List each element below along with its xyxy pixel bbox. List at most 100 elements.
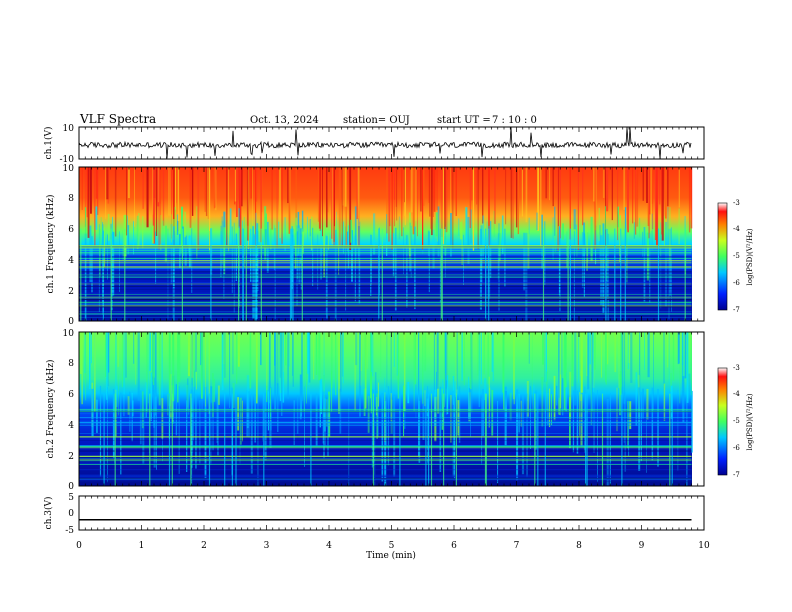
spec-streak — [606, 398, 609, 486]
spec-streak — [579, 392, 580, 436]
spec-streak — [210, 389, 212, 465]
spec-streak — [107, 213, 110, 241]
x-tick-label: 1 — [139, 541, 145, 551]
spec-streak — [458, 386, 461, 443]
spec-streak — [136, 215, 139, 249]
spec-streak — [575, 224, 577, 243]
spec-streak — [255, 167, 258, 202]
spec-streak — [187, 332, 190, 377]
spec-streak — [621, 332, 623, 397]
spec-streak — [212, 373, 214, 418]
start-ut-value: 7 : 10 : 0 — [492, 115, 537, 126]
spec-streak — [277, 383, 279, 432]
spec-sferic — [534, 393, 536, 486]
ch1-ylabel: ch.1(V) — [43, 127, 54, 160]
spec-streak — [510, 167, 513, 238]
spec-streak — [454, 381, 456, 397]
ch1-spec-texture — [79, 167, 693, 321]
spec-sferic — [542, 228, 545, 321]
spec-sferic — [440, 228, 442, 321]
spec-streak — [428, 167, 430, 203]
spec-streak — [437, 206, 440, 257]
spec-streak — [91, 332, 92, 364]
spec-streak — [147, 332, 149, 404]
spec-streak — [229, 208, 232, 241]
spec-sferic — [114, 393, 116, 486]
spec-sferic — [669, 393, 671, 486]
spec-streak — [358, 167, 360, 247]
spec-streak — [155, 392, 157, 416]
spec-sferic — [80, 228, 82, 321]
spec-streak — [261, 167, 263, 213]
spec-streak — [491, 389, 494, 436]
spec-sferic — [567, 228, 569, 321]
spec-streak — [191, 167, 194, 216]
spec-streak — [681, 332, 684, 366]
spec-streak — [436, 371, 437, 400]
spec-streak — [478, 332, 481, 408]
spec-streak — [159, 167, 161, 204]
spec-streak — [426, 398, 429, 417]
spec-streak — [554, 206, 556, 236]
spec-streak — [85, 207, 87, 239]
spec-sferic — [544, 393, 546, 486]
spec-streak — [455, 167, 457, 216]
x-tick-label: 3 — [264, 541, 270, 551]
spec-streak — [94, 167, 96, 247]
spec-sferic — [292, 228, 294, 321]
ch1-spectrogram-panel: 0 2 4 6 8 10 ch.1 Frequency (kHz) -3 -4 … — [45, 164, 754, 327]
ch1-cb-tick-m4: -4 — [733, 225, 740, 233]
spec-sferic — [621, 393, 623, 486]
spec-streak — [186, 400, 188, 472]
spec-streak — [686, 332, 689, 403]
spec-streak — [240, 167, 241, 219]
spec-streak — [647, 332, 650, 378]
ch1-waveform-trace — [78, 126, 692, 159]
spec-streak — [556, 385, 558, 406]
spec-streak — [221, 216, 223, 246]
spec-streak — [342, 221, 344, 254]
spec-streak — [174, 206, 176, 232]
ch1-ytick-2: 2 — [68, 287, 74, 297]
spec-streak — [487, 332, 489, 384]
spec-streak — [84, 167, 86, 227]
spec-streak — [678, 167, 680, 208]
spec-streak — [172, 332, 175, 402]
spec-streak — [558, 332, 560, 401]
spec-streak — [605, 332, 607, 385]
spec-streak — [196, 206, 198, 259]
spec-streak — [105, 167, 107, 219]
spec-streak — [544, 332, 545, 382]
spec-streak — [617, 167, 619, 241]
spec-streak — [279, 332, 281, 378]
spec-streak — [271, 167, 273, 230]
spec-streak — [123, 395, 125, 417]
ch2-freq-ylabel: ch.2 Frequency (kHz) — [45, 360, 56, 459]
spec-streak — [384, 377, 386, 409]
spec-streak — [565, 372, 567, 412]
spec-streak — [593, 167, 596, 202]
spec-streak — [81, 332, 83, 405]
spec-streak — [690, 167, 693, 229]
spec-streak — [663, 383, 666, 421]
spec-streak — [310, 232, 312, 251]
spec-streak — [614, 332, 617, 373]
spec-streak — [154, 332, 157, 398]
spec-streak — [357, 167, 360, 226]
spec-streak — [238, 208, 240, 228]
x-axis-label: Time (min) — [366, 550, 416, 561]
spec-streak — [311, 216, 313, 251]
spec-streak — [350, 219, 352, 243]
spec-streak — [488, 376, 490, 428]
ch1-cb-tick-m7: -7 — [733, 306, 740, 314]
spec-streak — [159, 167, 162, 245]
spec-streak — [677, 332, 680, 365]
ch2-cb-tick-m6: -6 — [733, 444, 740, 452]
spec-sferic — [110, 228, 112, 321]
spec-streak — [260, 167, 262, 243]
spec-streak — [151, 332, 154, 383]
spec-streak — [212, 390, 214, 451]
spec-streak — [639, 217, 641, 238]
spec-streak — [536, 212, 538, 231]
spec-streak — [318, 332, 321, 381]
